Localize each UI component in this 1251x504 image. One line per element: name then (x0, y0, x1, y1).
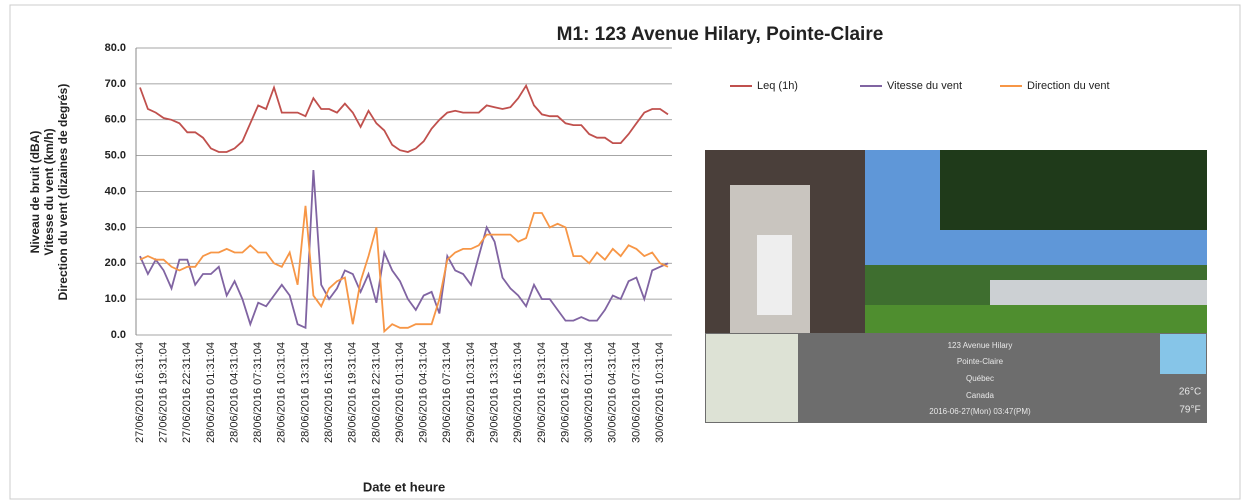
x-tick-label: 29/06/2016 19:31:04 (536, 342, 548, 443)
x-tick-label: 29/06/2016 04:31:04 (418, 342, 430, 443)
caption-text: Québec (966, 374, 994, 383)
x-tick-label: 30/06/2016 01:31:04 (583, 342, 595, 443)
x-tick-label: 28/06/2016 22:31:04 (370, 342, 382, 443)
y-tick-label: 70.0 (105, 78, 126, 90)
x-tick-label: 28/06/2016 04:31:04 (228, 342, 240, 443)
caption-text: 123 Avenue Hilary (948, 341, 1013, 350)
tree (940, 150, 1207, 230)
photo: 123 Avenue Hilary Pointe-Claire Québec C… (705, 150, 1207, 423)
x-tick-label: 27/06/2016 19:31:04 (158, 342, 170, 443)
x-tick-label: 29/06/2016 10:31:04 (465, 342, 477, 443)
x-axis-title: Date et heure (363, 479, 445, 494)
caption-text: 26°C (1179, 387, 1201, 398)
x-tick-label: 28/06/2016 13:31:04 (299, 342, 311, 443)
x-tick-label: 30/06/2016 07:31:04 (630, 342, 642, 443)
x-tick-label: 29/06/2016 01:31:04 (394, 342, 406, 443)
x-tick-label: 30/06/2016 10:31:04 (654, 342, 666, 443)
grass (865, 305, 1207, 333)
y-axis-title-line: Niveau de bruit (dBA) (28, 131, 42, 254)
chart: M1: 123 Avenue Hilary, Pointe-Claire Dat… (0, 0, 1251, 504)
x-tick-label: 28/06/2016 07:31:04 (252, 342, 264, 443)
y-tick-label: 50.0 (105, 150, 126, 162)
x-tick-label: 27/06/2016 22:31:04 (181, 342, 193, 443)
y-tick-label: 80.0 (105, 42, 126, 54)
map-thumb (706, 334, 798, 422)
x-tick-label: 28/06/2016 01:31:04 (205, 342, 217, 443)
x-tick-label: 29/06/2016 07:31:04 (441, 342, 453, 443)
warehouse (990, 280, 1207, 305)
y-axis-title-line: Direction du vent (dizaines de degrés) (56, 84, 70, 301)
y-tick-label: 10.0 (105, 293, 126, 305)
chart-title: M1: 123 Avenue Hilary, Pointe-Claire (557, 24, 884, 45)
caption-text: 2016-06-27(Mon) 03:47(PM) (929, 407, 1031, 416)
caption-text: Canada (966, 391, 995, 400)
caption-text: Pointe-Claire (957, 357, 1004, 366)
y-tick-label: 40.0 (105, 185, 126, 197)
y-axis-title-line: Vitesse du vent (km/h) (42, 128, 56, 255)
y-tick-label: 0.0 (111, 329, 126, 341)
caption-text: 79°F (1179, 405, 1200, 416)
x-tick-label: 28/06/2016 10:31:04 (276, 342, 288, 443)
y-tick-label: 20.0 (105, 257, 126, 269)
y-tick-label: 30.0 (105, 221, 126, 233)
x-tick-label: 29/06/2016 13:31:04 (489, 342, 501, 443)
x-tick-label: 29/06/2016 22:31:04 (559, 342, 571, 443)
x-tick-label: 30/06/2016 04:31:04 (607, 342, 619, 443)
legend-label: Leq (1h) (757, 80, 798, 92)
x-tick-label: 28/06/2016 16:31:04 (323, 342, 335, 443)
x-tick-label: 29/06/2016 16:31:04 (512, 342, 524, 443)
x-tick-label: 27/06/2016 16:31:04 (134, 342, 146, 443)
door (757, 235, 792, 315)
weather-icon (1160, 334, 1206, 374)
legend-label: Vitesse du vent (887, 80, 962, 92)
legend-label: Direction du vent (1027, 80, 1110, 92)
y-tick-label: 60.0 (105, 114, 126, 126)
x-tick-label: 28/06/2016 19:31:04 (347, 342, 359, 443)
